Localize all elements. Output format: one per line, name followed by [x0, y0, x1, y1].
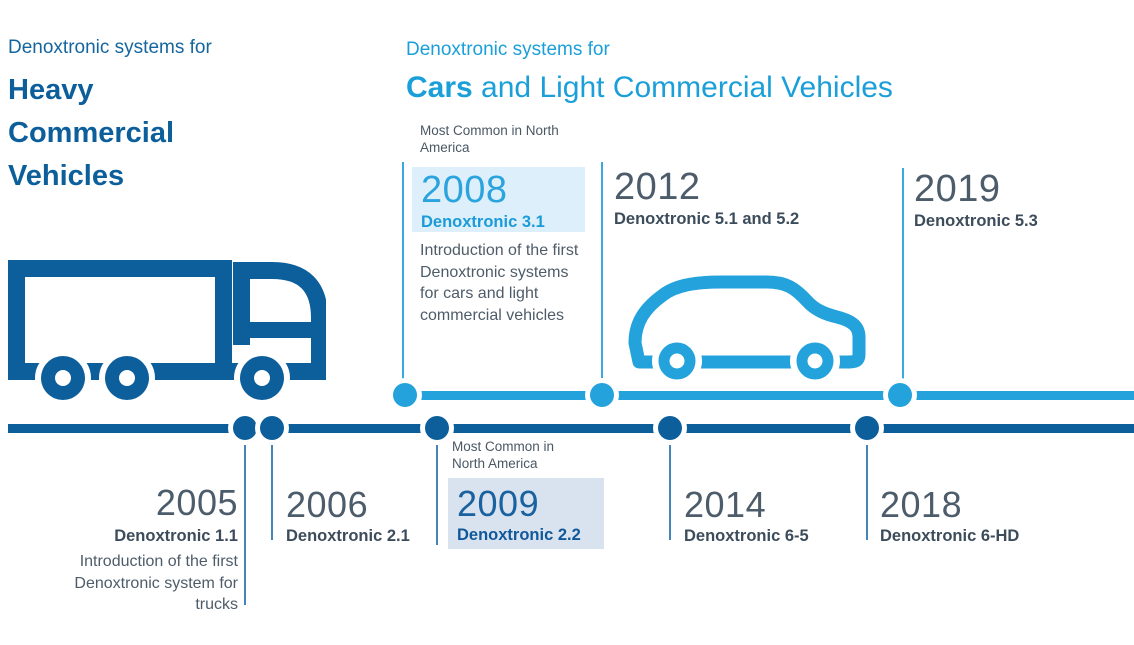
- event-2008: Most Common in North America 2008 Denoxt…: [412, 122, 588, 326]
- event-2019: 2019 Denoxtronic 5.3: [914, 169, 1038, 231]
- dot-2009: [425, 416, 449, 440]
- event-2008-highlight-box: 2008 Denoxtronic 3.1: [412, 167, 585, 232]
- event-2005: 2005 Denoxtronic 1.1 Introduction of the…: [48, 484, 238, 616]
- event-2012: 2012 Denoxtronic 5.1 and 5.2: [614, 167, 799, 229]
- event-2005-product: Denoxtronic 1.1: [114, 527, 238, 545]
- trucks-timeline-bar: [8, 424, 1134, 433]
- connector-2005: [244, 445, 246, 605]
- event-2008-description: Introduction of the first Denoxtronic sy…: [420, 242, 579, 324]
- kicker-left: Denoxtronic systems for: [8, 37, 212, 58]
- header-cars-lcv: Denoxtronic systems for Cars and Light C…: [406, 38, 1046, 106]
- event-2012-product: Denoxtronic 5.1 and 5.2: [614, 210, 800, 228]
- title-heavy-commercial-vehicles: Heavy Commercial Vehicles: [8, 74, 175, 192]
- dot-2014: [658, 416, 682, 440]
- connector-2009: [436, 445, 438, 545]
- connector-2006: [271, 445, 273, 540]
- event-2009-year: 2009: [457, 483, 540, 524]
- truck-icon: [8, 260, 326, 406]
- dot-2005: [233, 416, 257, 440]
- event-2006-year: 2006: [286, 484, 369, 525]
- event-2019-product: Denoxtronic 5.3: [914, 212, 1038, 230]
- event-2009-product: Denoxtronic 2.2: [457, 526, 581, 544]
- connector-2019: [902, 168, 904, 379]
- connector-2014: [669, 445, 671, 540]
- event-2014: 2014 Denoxtronic 6-5: [684, 486, 809, 546]
- event-2018-year: 2018: [880, 484, 963, 525]
- event-2008-year: 2008: [421, 169, 508, 211]
- dot-2008: [393, 383, 417, 407]
- event-2008-note: Most Common in North America: [420, 123, 559, 155]
- title-cars-bold: Cars: [406, 71, 473, 104]
- dot-2006: [260, 416, 284, 440]
- event-2018-product: Denoxtronic 6-HD: [880, 527, 1020, 545]
- event-2019-year: 2019: [914, 168, 1001, 210]
- event-2012-year: 2012: [614, 166, 701, 208]
- event-2006-product: Denoxtronic 2.1: [286, 527, 410, 545]
- event-2005-description: Introduction of the first Denoxtronic sy…: [74, 553, 238, 613]
- dot-2012: [590, 383, 614, 407]
- event-2008-product: Denoxtronic 3.1: [421, 213, 545, 231]
- event-2009-note: Most Common in North America: [452, 439, 555, 471]
- kicker-right: Denoxtronic systems for: [406, 39, 610, 60]
- event-2005-year: 2005: [155, 482, 238, 523]
- dot-2018: [855, 416, 879, 440]
- event-2014-product: Denoxtronic 6-5: [684, 527, 809, 545]
- connector-2018: [866, 445, 868, 540]
- event-2006: 2006 Denoxtronic 2.1: [286, 486, 410, 546]
- event-2018: 2018 Denoxtronic 6-HD: [880, 486, 1019, 546]
- cars-timeline-bar: [399, 391, 1134, 400]
- connector-2012: [601, 162, 603, 379]
- title-lcv-rest: and Light Commercial Vehicles: [472, 71, 893, 104]
- connector-2008: [402, 162, 404, 379]
- dot-2019: [888, 383, 912, 407]
- car-icon: [628, 275, 866, 380]
- event-2009-highlight-box: 2009 Denoxtronic 2.2: [448, 478, 604, 549]
- title-cars-lcv: Cars and Light Commercial Vehicles: [406, 70, 1046, 106]
- header-heavy-commercial: Denoxtronic systems for Heavy Commercial…: [8, 36, 268, 198]
- event-2009: Most Common in North America 2009 Denoxt…: [448, 438, 608, 549]
- event-2014-year: 2014: [684, 484, 767, 525]
